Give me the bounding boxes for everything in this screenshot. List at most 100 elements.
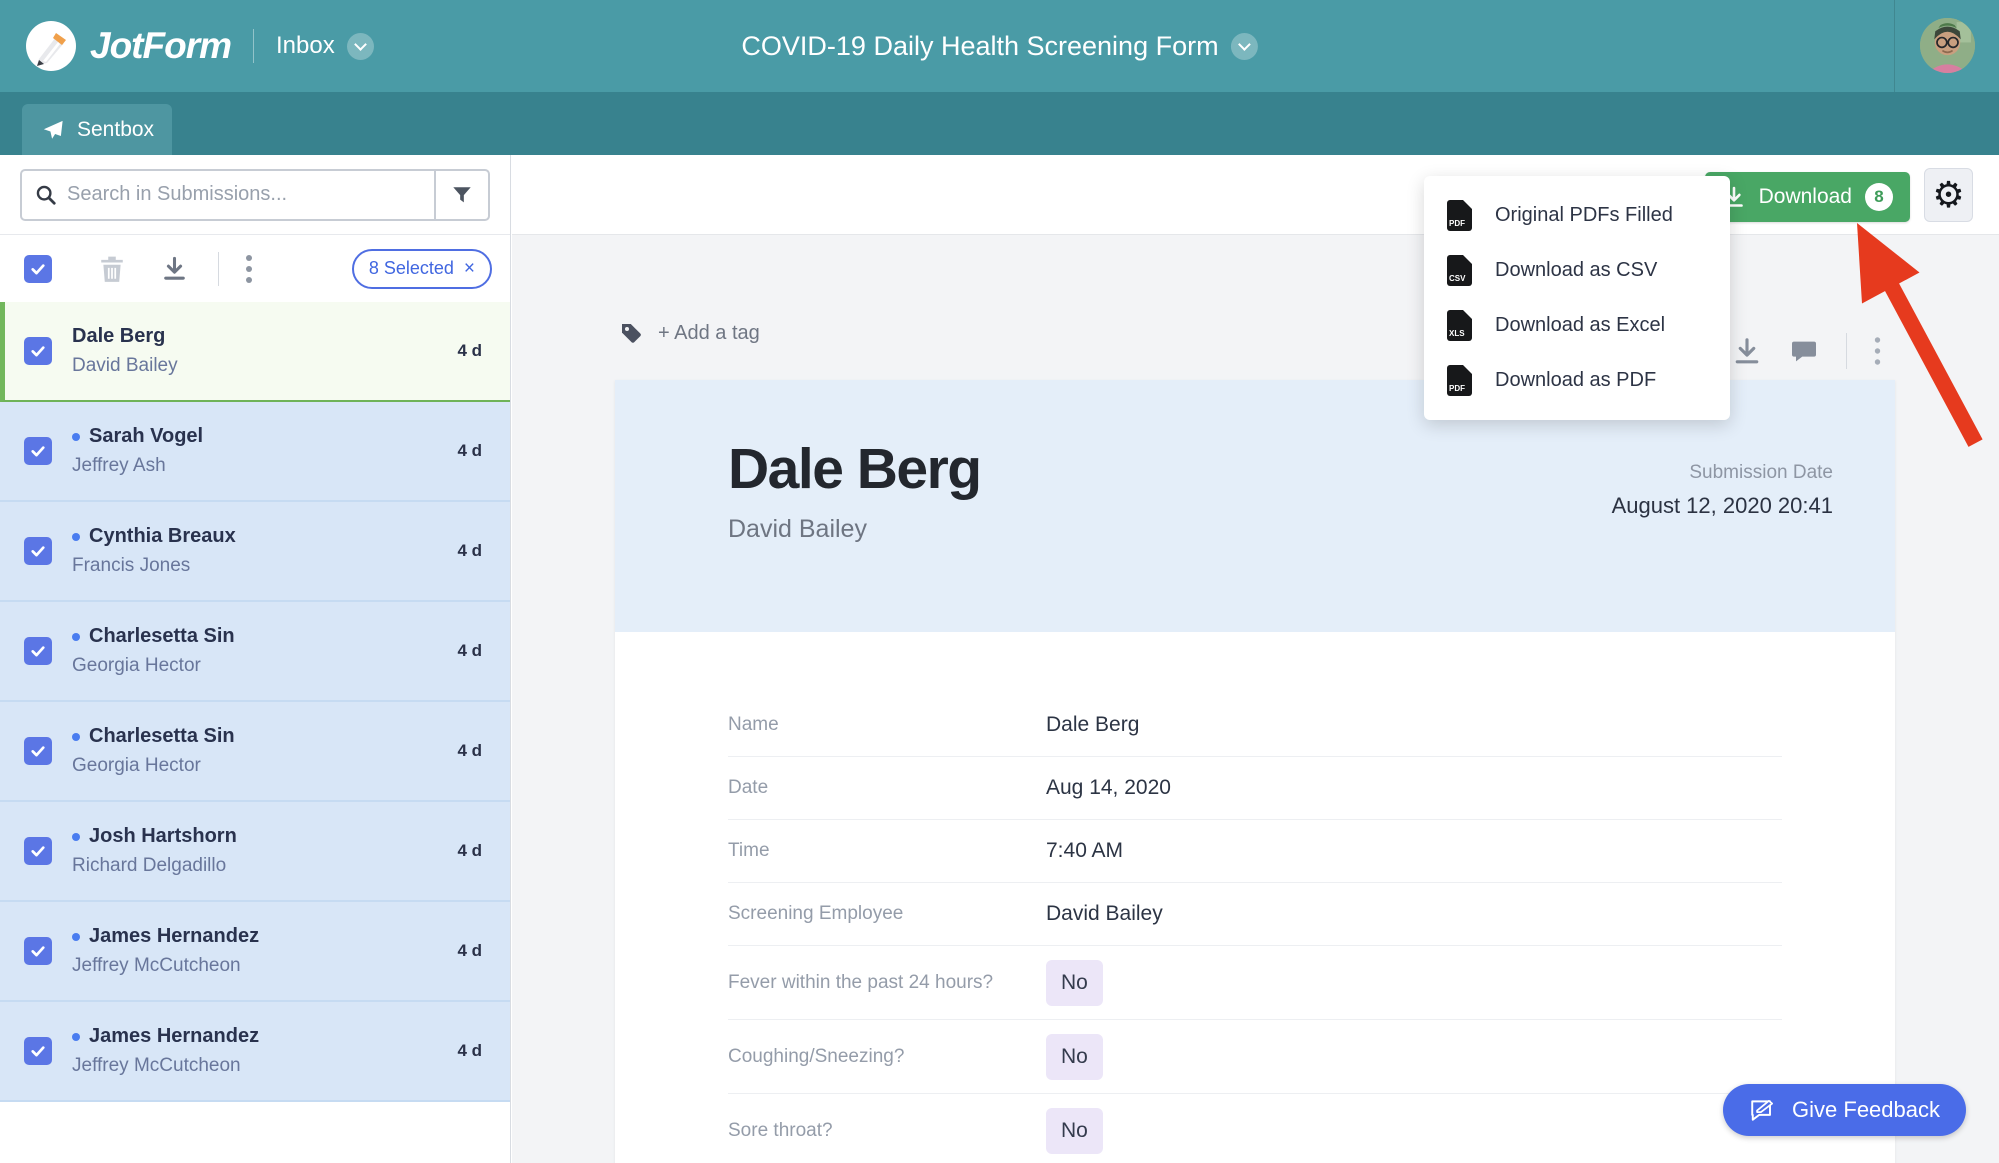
row-checkbox[interactable] [24,1037,52,1065]
tab-sentbox-label: Sentbox [77,117,155,141]
download-selected-button[interactable] [161,255,188,282]
comments-button[interactable] [1789,336,1819,366]
submission-row[interactable]: Charlesetta Sin Georgia Hector 4 d [0,702,510,802]
avatar-image [1920,18,1975,73]
search-row [0,155,510,235]
submission-age: 4 d [457,941,482,960]
search-icon [22,184,67,206]
download-count-badge: 8 [1865,183,1893,211]
menu-item-download-excel[interactable]: XLS Download as Excel [1424,298,1730,353]
field-value: Aug 14, 2020 [1046,776,1171,799]
card-more-button[interactable] [1874,336,1881,366]
menu-item-original-pdfs[interactable]: PDF Original PDFs Filled [1424,188,1730,243]
answer-badge: No [1046,1033,1103,1080]
submission-detail-panel: Download 8 ⚙ + Add a tag [512,155,1999,1163]
submission-card: Dale Berg David Bailey Submission Date A… [615,380,1895,1163]
download-button[interactable]: Download 8 [1704,172,1910,222]
tab-sentbox[interactable]: Sentbox [22,104,172,155]
field-row: Name Dale Berg [728,694,1782,757]
csv-file-icon: CSV [1447,255,1472,286]
unread-dot [72,632,80,641]
menu-item-label: Original PDFs Filled [1495,204,1673,226]
row-checkbox[interactable] [24,537,52,565]
selected-count-label: 8 Selected [368,258,454,278]
submission-subname: Jeffrey McCutcheon [72,955,241,976]
kebab-icon [1874,337,1881,365]
clear-selection-icon[interactable]: × [463,257,475,279]
jotform-logo-icon [26,21,76,71]
jotform-logo[interactable]: JotForm [26,21,232,71]
give-feedback-button[interactable]: Give Feedback [1723,1084,1966,1136]
menu-item-download-csv[interactable]: CSV Download as CSV [1424,243,1730,298]
field-label: Sore throat? [728,1120,833,1141]
form-title-wrap[interactable]: COVID-19 Daily Health Screening Form [741,31,1258,62]
submission-subname: Jeffrey McCutcheon [72,1055,241,1076]
filter-button[interactable] [434,170,488,219]
submission-subname: Jeffrey Ash [72,455,166,476]
more-actions-button[interactable] [245,253,253,285]
row-checkbox[interactable] [24,937,52,965]
menu-item-label: Download as CSV [1495,259,1658,281]
submission-age: 4 d [457,641,482,660]
selected-count-pill[interactable]: 8 Selected × [351,248,492,289]
submission-date-value: August 12, 2020 20:41 [1611,493,1833,518]
field-label: Date [728,777,769,798]
add-tag-button[interactable]: + Add a tag [619,321,760,345]
row-checkbox[interactable] [24,637,52,665]
submission-row[interactable]: Josh Hartshorn Richard Delgadillo 4 d [0,802,510,902]
field-value: David Bailey [1046,902,1163,925]
menu-item-download-pdf[interactable]: PDF Download as PDF [1424,353,1730,408]
inbox-nav-label[interactable]: Inbox [276,32,335,59]
unread-dot [72,932,80,941]
settings-button[interactable]: ⚙ [1924,168,1973,222]
unread-dot [72,1032,80,1041]
submission-subname: Georgia Hector [72,755,201,776]
row-checkbox[interactable] [24,737,52,765]
field-label: Time [728,840,770,861]
submission-age: 4 d [457,441,482,460]
row-checkbox[interactable] [24,837,52,865]
xls-file-icon: XLS [1447,310,1472,341]
submission-age: 4 d [457,841,482,860]
search-box [20,168,490,221]
submission-age: 4 d [457,341,482,360]
filter-funnel-icon [453,186,471,202]
submission-row[interactable]: Charlesetta Sin Georgia Hector 4 d [0,602,510,702]
delete-button[interactable] [99,255,125,283]
submission-subname: Francis Jones [72,555,191,576]
submission-subtitle: David Bailey [728,515,867,543]
feedback-chat-pencil-icon [1751,1099,1774,1121]
submission-row[interactable]: Sarah Vogel Jeffrey Ash 4 d [0,402,510,502]
form-chevron-down-icon[interactable] [1230,32,1258,60]
menu-item-label: Download as Excel [1495,314,1666,336]
field-value: 7:40 AM [1046,839,1124,862]
submission-row[interactable]: Dale Berg David Bailey 4 d [0,302,510,402]
avatar[interactable] [1920,18,1975,73]
field-row: Time 7:40 AM [728,820,1782,883]
avatar-separator [1894,0,1895,92]
unread-dot [72,832,80,841]
search-input[interactable] [67,183,434,206]
field-row: Screening Employee David Bailey [728,883,1782,946]
submission-subname: Richard Delgadillo [72,855,227,876]
row-checkbox[interactable] [24,437,52,465]
card-download-button[interactable] [1732,336,1762,366]
pdf-file-icon: PDF [1447,365,1472,396]
unread-dot [72,532,80,541]
submission-subname: David Bailey [72,355,178,376]
field-row: Coughing/Sneezing? No [728,1020,1782,1094]
field-value: Dale Berg [1046,713,1140,736]
paper-plane-icon [43,120,63,139]
submission-row[interactable]: James Hernandez Jeffrey McCutcheon 4 d [0,1002,510,1102]
app-header: JotForm Inbox COVID-19 Daily Health Scre… [0,0,1999,92]
submission-row[interactable]: Cynthia Breaux Francis Jones 4 d [0,502,510,602]
submission-row[interactable]: James Hernandez Jeffrey McCutcheon 4 d [0,902,510,1002]
select-all-checkbox[interactable] [24,254,52,283]
field-row: Sore throat? No [728,1094,1782,1163]
inbox-chevron-down-icon[interactable] [346,32,374,60]
download-icon [1735,338,1759,364]
answer-badge: No [1046,1108,1103,1154]
download-button-label: Download [1758,185,1852,208]
brand-name: JotForm [90,25,232,66]
row-checkbox[interactable] [24,337,52,365]
